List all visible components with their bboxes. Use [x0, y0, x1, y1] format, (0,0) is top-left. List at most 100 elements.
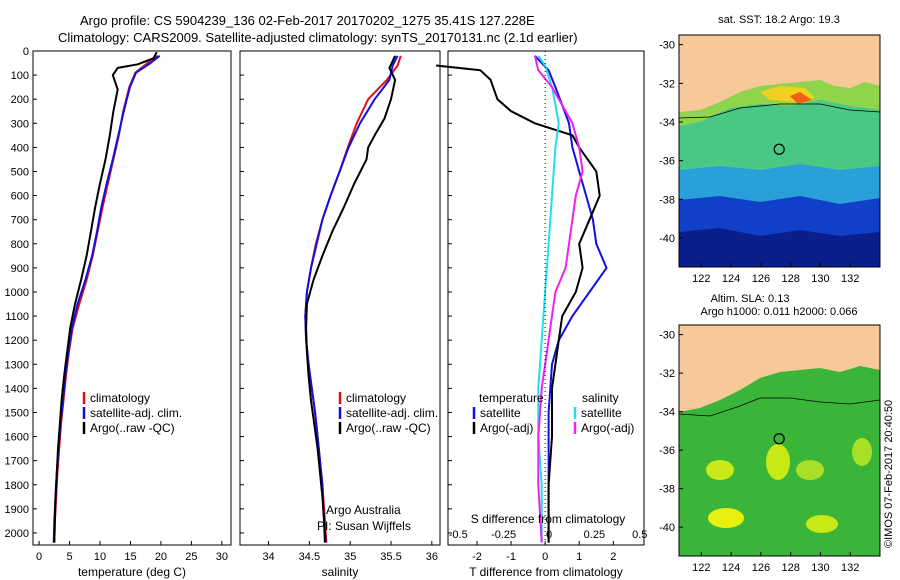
depth-tick-label: 900 [11, 263, 29, 275]
header-line1: Argo profile: CS 5904239_136 02-Feb-2017… [80, 13, 535, 28]
x-tick-label: 34.5 [299, 551, 320, 563]
temperature-panel [32, 50, 232, 546]
map-x-tick-label: 126 [752, 562, 770, 574]
map2-title2: Argo h1000: 0.011 h2000: 0.066 [701, 306, 858, 318]
x-tick-label: 10 [94, 551, 106, 563]
sla-map-high-1 [766, 444, 790, 480]
legend-argo: Argo(..raw -QC) [346, 421, 431, 435]
x-tick-label: 36 [426, 551, 438, 563]
map-x-tick-label: 130 [811, 562, 829, 574]
depth-tick-label: 1700 [5, 456, 29, 468]
map-y-tick-label: -40 [659, 522, 675, 534]
depth-tick-label: 1200 [5, 335, 29, 347]
depth-tick-label: 1000 [5, 287, 29, 299]
series-line [305, 55, 397, 543]
map-y-tick-label: -38 [659, 484, 675, 496]
depth-tick-label: 1400 [5, 383, 29, 395]
depth-tick-label: 2000 [5, 528, 29, 540]
x-tick-label: 0 [36, 551, 42, 563]
depth-tick-label: 1100 [5, 311, 29, 323]
depth-tick-label: 600 [11, 191, 29, 203]
top-tick-label: 0 [546, 529, 552, 541]
depth-tick-label: 200 [11, 94, 29, 106]
map-x-tick-label: 122 [692, 273, 710, 285]
map-x-tick-label: 122 [692, 562, 710, 574]
x-tick-label: -2 [472, 551, 482, 563]
map-y-tick-label: -34 [659, 407, 675, 419]
depth-tick-label: 100 [11, 70, 29, 82]
x-tick-label: 35.5 [380, 551, 401, 563]
map-y-tick-label: -30 [659, 40, 675, 52]
map-y-tick-label: -36 [659, 445, 675, 457]
axes-layer: 0100200300400500600700800900100011001200… [5, 40, 860, 579]
legend-t-argo: Argo(-adj) [480, 421, 533, 435]
legend-climatology: climatology [346, 391, 406, 405]
map-x-tick-label: 132 [841, 273, 859, 285]
x-tick-label: 35 [344, 551, 356, 563]
top-tick-label: -0.25 [491, 529, 516, 541]
map-x-tick-label: 132 [841, 562, 859, 574]
credit-line1: Argo Australia [326, 503, 401, 517]
map-x-tick-label: 128 [781, 273, 799, 285]
series-line [533, 55, 584, 543]
top-tick-label: 0.5 [632, 529, 647, 541]
x-tick-label: 34 [262, 551, 274, 563]
top-tick-label: 0.25 [584, 529, 605, 541]
difference-panel [447, 50, 645, 546]
legend-climatology: climatology [90, 391, 150, 405]
map-y-tick-label: -34 [659, 117, 675, 129]
depth-tick-label: 0 [23, 46, 29, 58]
sst-map-contour [678, 103, 881, 119]
sla-map-high-3 [796, 460, 824, 480]
legend-s-satellite: satellite [581, 406, 622, 420]
depth-tick-label: 500 [11, 166, 29, 178]
x-axis-label: T difference from climatology [469, 565, 623, 579]
legend-temp-head: temperature [479, 391, 544, 405]
imos-stamp: ©IMOS 07-Feb-2017 20:40:50 [883, 400, 895, 548]
x-tick-label: 15 [124, 551, 136, 563]
map1-title: sat. SST: 18.2 Argo: 19.3 [718, 14, 840, 26]
top-tick-label: -0.5 [449, 529, 468, 541]
map-y-tick-label: -32 [659, 78, 675, 90]
x-tick-label: -1 [506, 551, 516, 563]
legend-t-satellite: satellite [480, 406, 521, 420]
map-x-tick-label: 124 [722, 562, 740, 574]
sla-map-high-5 [806, 515, 838, 533]
x-tick-label: 0 [542, 551, 548, 563]
map2-title1: Altim. SLA: 0.13 [711, 293, 790, 305]
legend-s-argo: Argo(-adj) [581, 421, 634, 435]
difference-legend: temperature salinity satellite Argo(-adj… [472, 391, 634, 435]
salinity-legend: climatology satellite-adj. clim. Argo(..… [338, 391, 438, 435]
map-x-tick-label: 124 [722, 273, 740, 285]
x-tick-label: 5 [66, 551, 72, 563]
map-y-tick-label: -38 [659, 194, 675, 206]
series-line [304, 55, 399, 543]
x-axis-label: temperature (deg C) [78, 565, 186, 579]
sla-map-high-6 [852, 438, 872, 466]
sst-map-frame [678, 34, 881, 268]
series-line [53, 54, 159, 543]
series-line [52, 55, 161, 543]
x-tick-label: 20 [155, 551, 167, 563]
map-y-tick-label: -40 [659, 233, 675, 245]
map-x-tick-label: 128 [781, 562, 799, 574]
sla-map-high-2 [706, 460, 734, 480]
s-difference-title: S difference from climatology [471, 512, 626, 526]
series-line [53, 51, 158, 543]
x-axis-label: salinity [322, 565, 359, 579]
depth-tick-label: 1600 [5, 432, 29, 444]
credit-line2: PI: Susan Wijffels [317, 519, 411, 533]
series-line [534, 55, 608, 543]
x-tick-label: 1 [576, 551, 582, 563]
x-tick-label: 30 [216, 551, 228, 563]
legend-satellite: satellite-adj. clim. [90, 406, 182, 420]
depth-tick-label: 1500 [5, 407, 29, 419]
x-tick-label: 25 [185, 551, 197, 563]
map-x-tick-label: 126 [752, 273, 770, 285]
sla-map-contour [678, 397, 881, 417]
depth-tick-label: 300 [11, 118, 29, 130]
sla-map-high-4 [708, 508, 744, 528]
sla-map-frame [678, 324, 881, 557]
sst-map-deep-band [679, 228, 880, 267]
